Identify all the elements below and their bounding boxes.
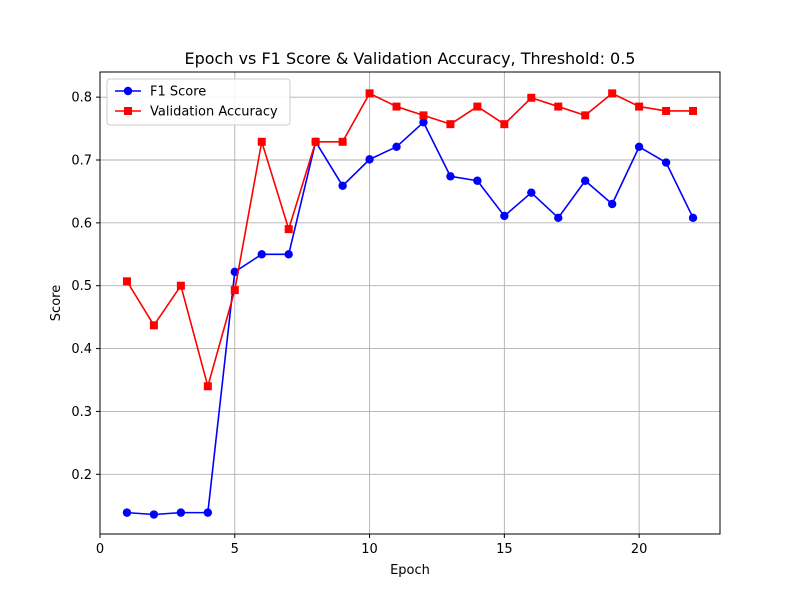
data-point-validation-accuracy-22	[689, 106, 698, 115]
x-tick-label-3: 15	[496, 542, 513, 557]
data-point-f1-score-4	[203, 508, 213, 517]
data-point-validation-accuracy-9	[338, 137, 347, 146]
x-tick-label-2: 10	[361, 542, 378, 557]
y-tick-label-2: 0.4	[71, 342, 92, 357]
y-axis-label: Score	[49, 285, 64, 321]
series-line-validation-accuracy	[126, 92, 694, 388]
data-point-validation-accuracy-1	[122, 277, 131, 286]
data-point-f1-score-21	[661, 158, 671, 167]
y-tick-label-0: 0.2	[71, 468, 92, 483]
data-point-validation-accuracy-13	[446, 120, 455, 129]
data-point-f1-score-5	[230, 267, 239, 277]
legend-box	[106, 78, 291, 126]
y-tick-label-1: 0.3	[71, 405, 92, 420]
data-point-validation-accuracy-3	[176, 281, 185, 290]
y-tick-label-4: 0.6	[71, 216, 92, 231]
data-point-f1-score-16	[527, 188, 536, 197]
legend-marker-validation-accuracy	[124, 107, 132, 115]
legend-label-f1-score: F1 Score	[150, 85, 206, 100]
series-f1-score	[122, 118, 698, 519]
data-point-validation-accuracy-2	[149, 321, 158, 330]
legend-entry-validation-accuracy: Validation Accuracy	[115, 105, 278, 120]
data-point-f1-score-3	[176, 508, 186, 517]
data-point-f1-score-10	[365, 155, 374, 164]
legend-marker-f1-score	[123, 86, 133, 96]
data-point-f1-score-11	[392, 142, 401, 151]
y-tick-label-3: 0.5	[71, 279, 92, 294]
data-point-f1-score-1	[122, 508, 132, 517]
data-point-f1-score-18	[581, 176, 590, 185]
plot-frame	[99, 71, 721, 535]
data-point-validation-accuracy-12	[419, 111, 428, 120]
data-point-validation-accuracy-19	[608, 89, 617, 98]
data-point-validation-accuracy-18	[581, 111, 590, 120]
series-line-f1-score	[126, 121, 694, 516]
data-point-validation-accuracy-21	[662, 106, 671, 115]
tick-layer: 0 5 10 15 20 0.2 0.3 0.4 0.5 0.6 0.7 0.8	[71, 91, 647, 557]
y-tick-label-6: 0.8	[71, 91, 92, 106]
legend-label-validation-accuracy: Validation Accuracy	[150, 105, 278, 120]
data-point-validation-accuracy-8	[311, 137, 320, 146]
data-point-validation-accuracy-20	[635, 102, 644, 111]
data-point-validation-accuracy-5	[230, 286, 239, 295]
data-point-f1-score-15	[500, 211, 509, 221]
data-point-f1-score-17	[554, 213, 563, 223]
series-layer	[122, 89, 698, 519]
data-point-validation-accuracy-7	[284, 225, 293, 234]
data-point-f1-score-7	[284, 250, 293, 259]
data-point-f1-score-2	[149, 510, 159, 519]
data-point-f1-score-19	[607, 199, 617, 209]
grid-layer	[99, 72, 720, 534]
data-point-f1-score-20	[634, 142, 644, 151]
x-tick-label-1: 5	[231, 542, 239, 557]
legend: F1 Score Validation Accuracy	[106, 78, 291, 126]
data-point-validation-accuracy-14	[473, 102, 482, 111]
data-point-f1-score-12	[419, 118, 428, 127]
data-point-validation-accuracy-11	[392, 102, 401, 111]
data-point-f1-score-9	[338, 181, 347, 190]
data-point-f1-score-6	[257, 250, 266, 259]
legend-entry-f1-score: F1 Score	[115, 85, 206, 100]
data-point-f1-score-14	[473, 176, 482, 185]
x-tick-label-0: 0	[96, 542, 104, 557]
x-axis-label: Epoch	[390, 563, 430, 578]
data-point-validation-accuracy-15	[500, 120, 509, 129]
data-point-f1-score-22	[688, 213, 698, 223]
data-point-f1-score-13	[446, 172, 455, 181]
data-point-validation-accuracy-16	[527, 93, 536, 102]
data-point-validation-accuracy-6	[257, 137, 266, 146]
series-validation-accuracy	[122, 89, 698, 391]
y-tick-label-5: 0.7	[71, 154, 92, 169]
data-point-validation-accuracy-17	[554, 102, 563, 111]
data-point-validation-accuracy-4	[203, 382, 212, 391]
data-point-validation-accuracy-10	[365, 89, 374, 98]
chart-title: Epoch vs F1 Score & Validation Accuracy,…	[185, 49, 636, 68]
x-tick-label-4: 20	[631, 542, 648, 557]
